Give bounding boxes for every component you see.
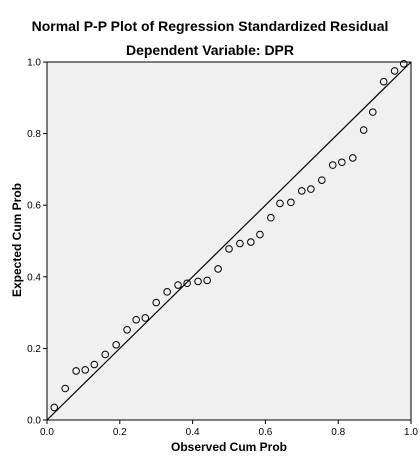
x-tick-label: 0.2	[113, 427, 127, 438]
data-point	[81, 366, 90, 374]
data-point	[203, 276, 211, 285]
data-point	[328, 161, 337, 169]
x-axis-label: Observed Cum Prob	[170, 440, 288, 454]
data-point	[163, 288, 171, 296]
y-tick-label: 0.4	[27, 272, 41, 283]
data-point	[318, 176, 326, 184]
y-tick-label: 1.0	[27, 58, 41, 69]
y-axis-label: Expected Cum Prob	[10, 182, 24, 298]
data-point	[123, 325, 131, 334]
data-point	[61, 384, 69, 393]
data-point	[174, 281, 182, 289]
x-tick-label: 0.6	[258, 427, 272, 438]
y-tick-label: 0.0	[27, 416, 41, 427]
data-point	[256, 230, 264, 239]
data-point	[112, 341, 120, 349]
data-point	[225, 245, 233, 253]
y-tick-label: 0.2	[27, 344, 41, 355]
data-point	[152, 298, 160, 307]
data-point	[307, 185, 315, 193]
x-tick-label: 0.4	[186, 427, 200, 438]
data-point	[72, 367, 80, 375]
y-tick-label: 0.8	[27, 129, 41, 140]
data-point	[194, 277, 202, 286]
y-tick-label: 0.6	[27, 201, 41, 212]
data-point	[348, 154, 357, 162]
data-point	[90, 360, 99, 369]
reference-line	[46, 61, 412, 421]
data-point	[287, 198, 295, 207]
data-point	[368, 108, 377, 116]
data-point	[101, 350, 110, 359]
data-point	[338, 158, 346, 167]
data-point	[50, 403, 59, 412]
data-point	[247, 238, 255, 246]
data-point	[141, 314, 150, 322]
data-point	[276, 199, 284, 208]
x-tick-label: 0.0	[40, 427, 54, 438]
data-point	[214, 265, 222, 273]
data-point	[379, 77, 388, 86]
x-tick-label: 0.8	[331, 427, 345, 438]
data-point	[298, 187, 306, 195]
data-point	[359, 126, 368, 134]
x-tick-label: 1.0	[404, 427, 418, 438]
data-point	[132, 315, 140, 324]
data-point	[399, 59, 408, 68]
chart-subtitle: Dependent Variable: DPR	[125, 42, 295, 58]
data-point	[267, 213, 275, 222]
data-point	[390, 67, 399, 75]
chart-title: Normal P-P Plot of Regression Standardiz…	[31, 18, 389, 34]
data-point	[236, 239, 244, 248]
data-point	[183, 279, 191, 288]
